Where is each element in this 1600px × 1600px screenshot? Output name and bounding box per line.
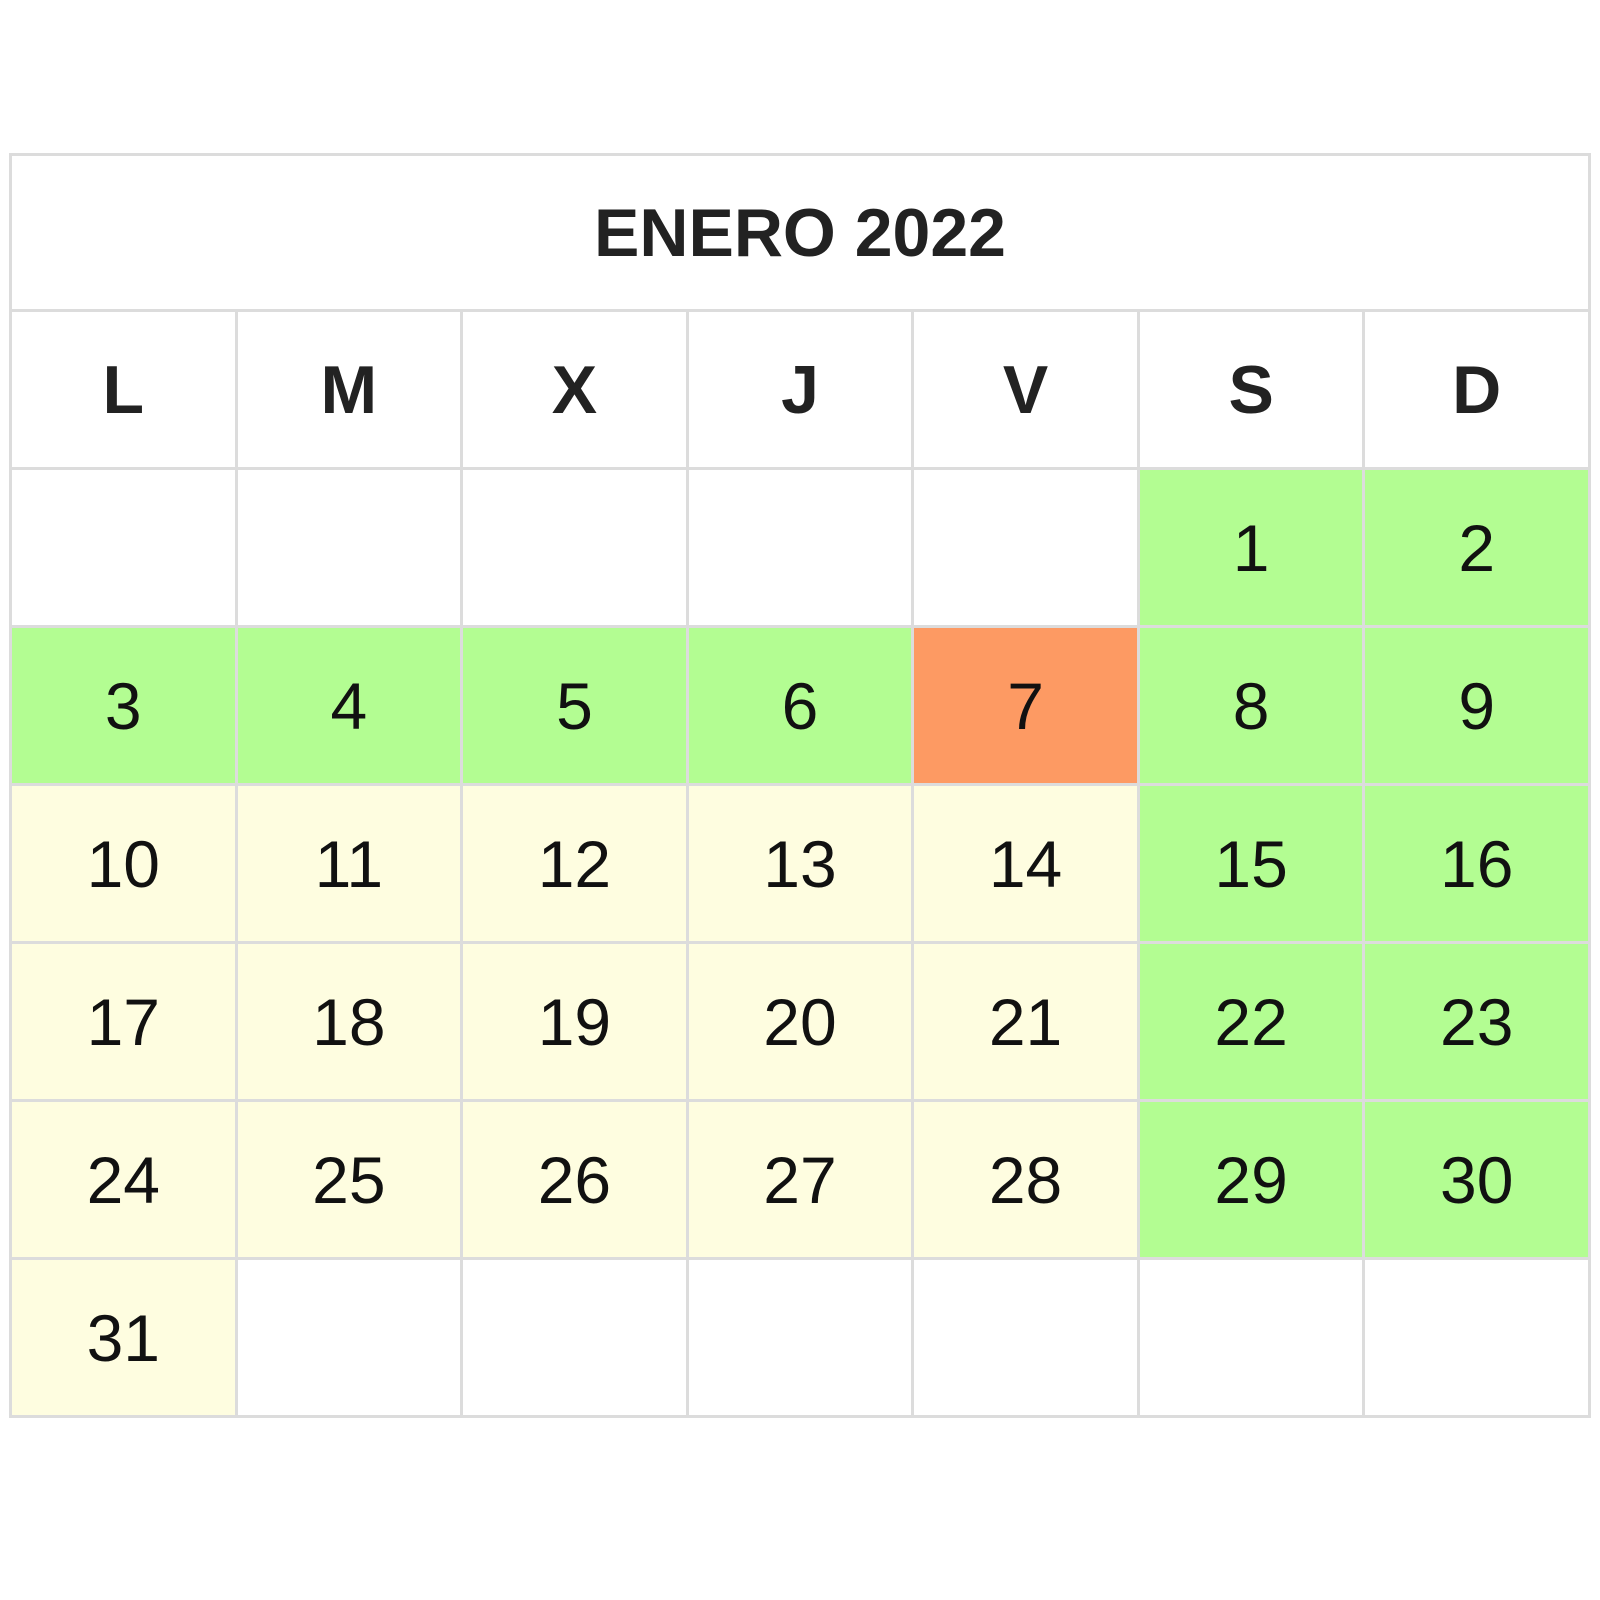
day-cell-25[interactable]: 25 <box>237 1102 461 1257</box>
day-cell-21[interactable]: 21 <box>914 944 1137 1099</box>
day-cell-20[interactable]: 20 <box>688 944 912 1099</box>
day-cell-4[interactable]: 4 <box>237 628 461 783</box>
day-cell-10[interactable]: 10 <box>12 786 235 941</box>
day-cell-13[interactable]: 13 <box>688 786 912 941</box>
day-cell-12[interactable]: 12 <box>463 786 686 941</box>
day-cell-24[interactable]: 24 <box>12 1102 235 1257</box>
day-cell-30[interactable]: 30 <box>1365 1102 1588 1257</box>
weekday-header-wednesday: X <box>463 312 686 467</box>
day-cell-8[interactable]: 8 <box>1139 628 1363 783</box>
weekday-header-sunday: D <box>1365 312 1588 467</box>
day-cell-16[interactable]: 16 <box>1365 786 1588 941</box>
empty-day-cell <box>463 470 686 625</box>
day-cell-3[interactable]: 3 <box>12 628 235 783</box>
weekday-header-tuesday: M <box>237 312 461 467</box>
day-cell-31[interactable]: 31 <box>12 1260 235 1415</box>
weekday-header-thursday: J <box>688 312 912 467</box>
day-cell-6[interactable]: 6 <box>688 628 912 783</box>
day-cell-15[interactable]: 15 <box>1139 786 1363 941</box>
day-cell-2[interactable]: 2 <box>1365 470 1588 625</box>
day-cell-28[interactable]: 28 <box>914 1102 1137 1257</box>
weekday-header-monday: L <box>12 312 235 467</box>
weekday-header-saturday: S <box>1139 312 1363 467</box>
empty-day-cell <box>688 1260 912 1415</box>
day-cell-9[interactable]: 9 <box>1365 628 1588 783</box>
calendar-title: ENERO 2022 <box>12 156 1588 312</box>
day-cell-26[interactable]: 26 <box>463 1102 686 1257</box>
calendar-grid: L M X J V S D 1 2 3 4 5 6 7 8 9 10 11 12 13 14 15 16 17 1… <box>12 312 1588 1415</box>
empty-day-cell <box>914 1260 1137 1415</box>
empty-day-cell <box>12 470 235 625</box>
day-cell-19[interactable]: 19 <box>463 944 686 1099</box>
weekday-header-friday: V <box>914 312 1137 467</box>
empty-day-cell <box>463 1260 686 1415</box>
empty-day-cell <box>237 1260 461 1415</box>
day-cell-1[interactable]: 1 <box>1139 470 1363 625</box>
day-cell-11[interactable]: 11 <box>237 786 461 941</box>
day-cell-7[interactable]: 7 <box>914 628 1137 783</box>
day-cell-23[interactable]: 23 <box>1365 944 1588 1099</box>
day-cell-5[interactable]: 5 <box>463 628 686 783</box>
day-cell-27[interactable]: 27 <box>688 1102 912 1257</box>
empty-day-cell <box>914 470 1137 625</box>
day-cell-17[interactable]: 17 <box>12 944 235 1099</box>
empty-day-cell <box>237 470 461 625</box>
day-cell-29[interactable]: 29 <box>1139 1102 1363 1257</box>
day-cell-18[interactable]: 18 <box>237 944 461 1099</box>
day-cell-14[interactable]: 14 <box>914 786 1137 941</box>
day-cell-22[interactable]: 22 <box>1139 944 1363 1099</box>
calendar: ENERO 2022 L M X J V S D 1 2 3 4 5 6 7 8 9 10 11 12… <box>9 153 1591 1418</box>
empty-day-cell <box>1139 1260 1363 1415</box>
empty-day-cell <box>1365 1260 1588 1415</box>
empty-day-cell <box>688 470 912 625</box>
